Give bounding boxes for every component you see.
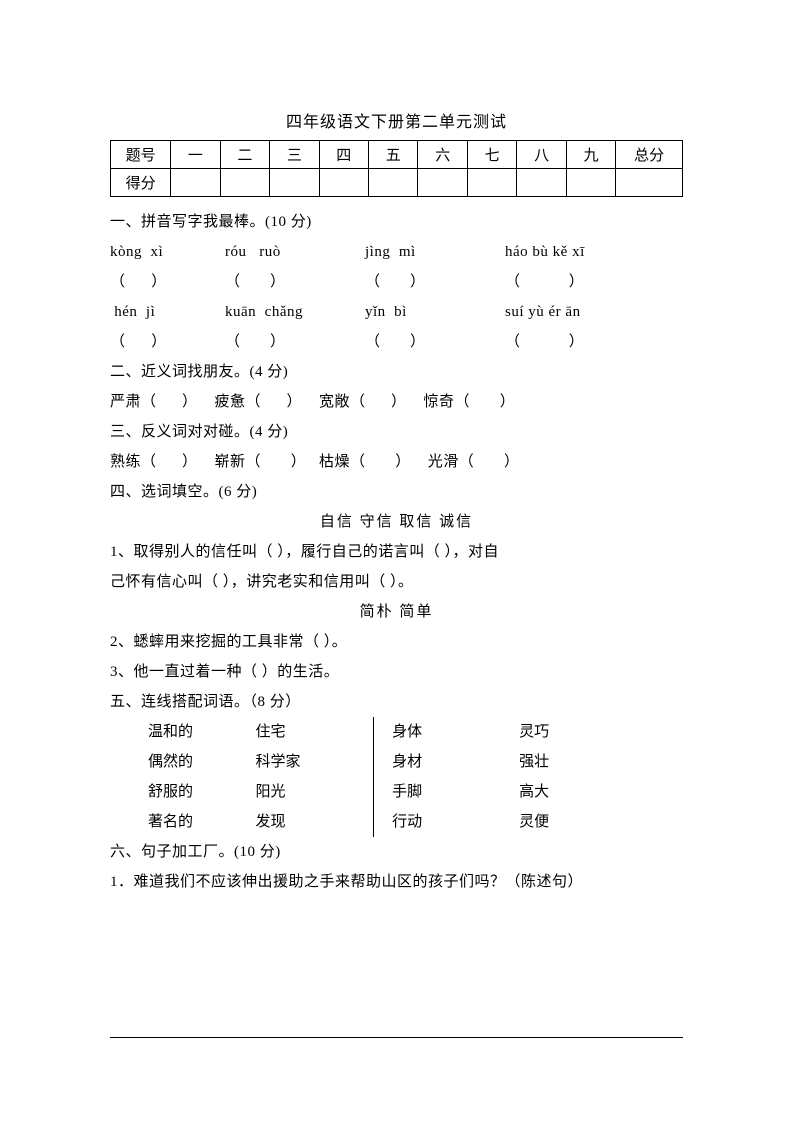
- score-cell[interactable]: [270, 169, 319, 197]
- col-4: 四: [319, 141, 368, 169]
- matching-table: 温和的 住宅 身体 灵巧 偶然的 科学家 身材 强壮 舒服的 阳光 手脚 高大 …: [110, 717, 683, 837]
- word-choices-2: 简朴 简单: [110, 597, 683, 627]
- blank[interactable]: （ ）: [225, 327, 365, 357]
- col-6: 六: [418, 141, 467, 169]
- score-cell[interactable]: [171, 169, 220, 197]
- s4-q1-line2[interactable]: 己怀有信心叫（ ），讲究老实和信用叫（ ）。: [110, 567, 683, 597]
- blank[interactable]: （ ）: [505, 267, 584, 297]
- match-right-b[interactable]: 灵巧: [511, 717, 683, 747]
- blank[interactable]: （ ）: [505, 327, 584, 357]
- pinyin: jìng mì: [365, 237, 505, 267]
- pinyin: róu ruò: [225, 237, 365, 267]
- col-2: 二: [220, 141, 269, 169]
- col-3: 三: [270, 141, 319, 169]
- match-left-b[interactable]: 科学家: [248, 747, 374, 777]
- match-row: 舒服的 阳光 手脚 高大: [110, 777, 683, 807]
- score-cell[interactable]: [319, 169, 368, 197]
- section-2-line[interactable]: 严肃（ ） 疲惫（ ） 宽敞（ ） 惊奇（ ）: [110, 387, 683, 417]
- pinyin-row-1: kòng xì róu ruò jìng mì háo bù kě xī: [110, 237, 683, 267]
- section-1-heading: 一、拼音写字我最棒。(10 分): [110, 207, 683, 237]
- pinyin: suí yù ér ān: [505, 297, 581, 327]
- s4-q1-line1[interactable]: 1、取得别人的信任叫（ ），履行自己的诺言叫（ ），对自: [110, 537, 683, 567]
- score-cell[interactable]: [369, 169, 418, 197]
- blank-row-1: （ ） （ ） （ ） （ ）: [110, 267, 683, 297]
- score-cell[interactable]: [616, 169, 683, 197]
- col-8: 八: [517, 141, 566, 169]
- match-left-a[interactable]: 温和的: [110, 717, 248, 747]
- s4-q3[interactable]: 3、他一直过着一种（ ）的生活。: [110, 657, 683, 687]
- s6-q1[interactable]: 1．难道我们不应该伸出援助之手来帮助山区的孩子们吗？（陈述句）: [110, 867, 683, 897]
- match-left-b[interactable]: 发现: [248, 807, 374, 837]
- footer-divider: [110, 1037, 683, 1038]
- match-right-a[interactable]: 行动: [374, 807, 512, 837]
- score-cell[interactable]: [566, 169, 615, 197]
- match-right-a[interactable]: 身体: [374, 717, 512, 747]
- match-left-a[interactable]: 舒服的: [110, 777, 248, 807]
- match-right-b[interactable]: 灵便: [511, 807, 683, 837]
- col-total: 总分: [616, 141, 683, 169]
- blank[interactable]: （ ）: [225, 267, 365, 297]
- col-9: 九: [566, 141, 615, 169]
- blank-row-2: （ ） （ ） （ ） （ ）: [110, 327, 683, 357]
- pinyin-row-2: hén jì kuān chǎng yǐn bì suí yù ér ān: [110, 297, 683, 327]
- match-right-a[interactable]: 手脚: [374, 777, 512, 807]
- pinyin: háo bù kě xī: [505, 237, 585, 267]
- match-left-b[interactable]: 住宅: [248, 717, 374, 747]
- match-row: 著名的 发现 行动 灵便: [110, 807, 683, 837]
- section-3-line[interactable]: 熟练（ ） 崭新（ ） 枯燥（ ） 光滑（ ）: [110, 447, 683, 477]
- header-label: 题号: [111, 141, 171, 169]
- blank[interactable]: （ ）: [110, 327, 225, 357]
- match-left-a[interactable]: 偶然的: [110, 747, 248, 777]
- section-4-heading: 四、选词填空。(6 分): [110, 477, 683, 507]
- match-right-a[interactable]: 身材: [374, 747, 512, 777]
- section-3-heading: 三、反义词对对碰。(4 分): [110, 417, 683, 447]
- page-content: 四年级语文下册第二单元测试 题号 一 二 三 四 五 六 七 八 九 总分 得分: [0, 0, 793, 957]
- score-cell[interactable]: [220, 169, 269, 197]
- section-5-heading: 五、连线搭配词语。（8 分）: [110, 687, 683, 717]
- col-1: 一: [171, 141, 220, 169]
- word-choices-1: 自信 守信 取信 诚信: [110, 507, 683, 537]
- pinyin: kuān chǎng: [225, 297, 365, 327]
- score-table: 题号 一 二 三 四 五 六 七 八 九 总分 得分: [110, 140, 683, 197]
- s4-q2[interactable]: 2、蟋蟀用来挖掘的工具非常（ ）。: [110, 627, 683, 657]
- match-left-a[interactable]: 著名的: [110, 807, 248, 837]
- pinyin: yǐn bì: [365, 297, 505, 327]
- match-right-b[interactable]: 高大: [511, 777, 683, 807]
- match-right-b[interactable]: 强壮: [511, 747, 683, 777]
- page-title: 四年级语文下册第二单元测试: [110, 108, 683, 132]
- blank[interactable]: （ ）: [365, 267, 505, 297]
- blank[interactable]: （ ）: [110, 267, 225, 297]
- score-header-row: 题号 一 二 三 四 五 六 七 八 九 总分: [111, 141, 683, 169]
- score-cell[interactable]: [467, 169, 516, 197]
- pinyin: kòng xì: [110, 237, 225, 267]
- score-cell[interactable]: [418, 169, 467, 197]
- score-cell[interactable]: [517, 169, 566, 197]
- match-row: 温和的 住宅 身体 灵巧: [110, 717, 683, 747]
- match-left-b[interactable]: 阳光: [248, 777, 374, 807]
- blank[interactable]: （ ）: [365, 327, 505, 357]
- pinyin: hén jì: [110, 297, 225, 327]
- section-6-heading: 六、句子加工厂。(10 分): [110, 837, 683, 867]
- section-2-heading: 二、近义词找朋友。(4 分): [110, 357, 683, 387]
- col-7: 七: [467, 141, 516, 169]
- col-5: 五: [369, 141, 418, 169]
- score-value-row: 得分: [111, 169, 683, 197]
- match-row: 偶然的 科学家 身材 强壮: [110, 747, 683, 777]
- score-label: 得分: [111, 169, 171, 197]
